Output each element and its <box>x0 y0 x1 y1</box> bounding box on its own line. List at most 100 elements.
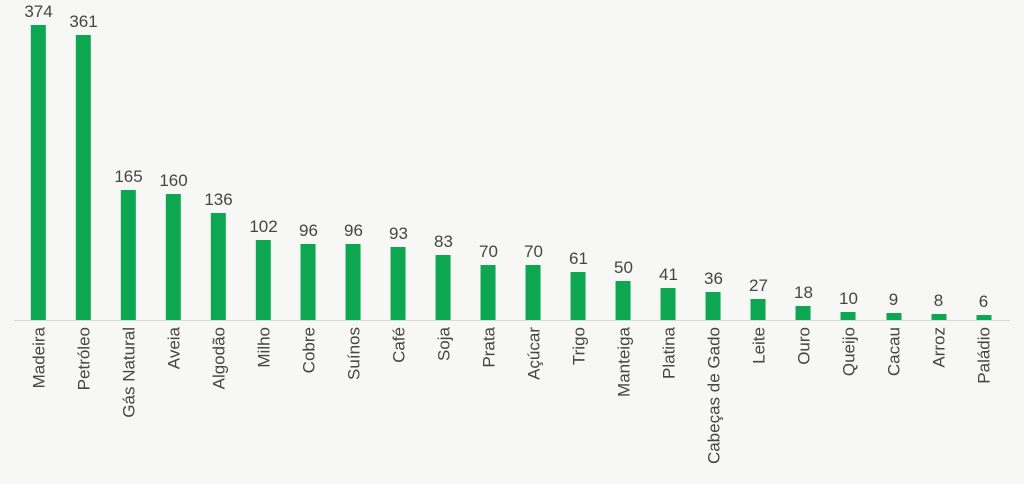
bar-stack: 36 <box>704 270 723 320</box>
bar-value-label: 6 <box>978 292 989 312</box>
bar-value-label: 10 <box>839 289 858 309</box>
bar-column: 361 Petróleo <box>61 0 106 484</box>
bar-value-label: 18 <box>794 283 813 303</box>
bar-column: 374 Madeira <box>16 0 61 484</box>
bar <box>256 240 271 320</box>
bar-value-label: 9 <box>888 290 899 310</box>
category-label: Prata <box>479 327 498 368</box>
category-label: Petróleo <box>74 327 93 391</box>
category-label: Açúcar <box>524 327 543 380</box>
bar-column: 96 Suínos <box>331 0 376 484</box>
bar-column: 36 Cabeças de Gado <box>691 0 736 484</box>
bar-column: 61 Trigo <box>556 0 601 484</box>
category-label: Algodão <box>209 327 228 390</box>
bar-value-label: 136 <box>204 190 233 210</box>
bar <box>976 315 991 320</box>
bar-value-label: 27 <box>749 276 768 296</box>
bar-stack: 70 <box>479 243 498 320</box>
x-axis-line <box>14 320 1010 321</box>
bar-value-label: 93 <box>389 224 408 244</box>
bar-stack: 96 <box>299 222 318 320</box>
category-label: Cobre <box>299 327 318 374</box>
bar <box>840 312 856 320</box>
bar-stack: 374 <box>24 3 53 320</box>
bar <box>615 281 631 320</box>
bar-value-label: 8 <box>933 291 944 311</box>
bar-column: 41 Platina <box>646 0 691 484</box>
category-label: Madeira <box>29 327 48 389</box>
bar <box>795 306 811 320</box>
bar-value-label: 41 <box>659 265 678 285</box>
bar-column: 70 Prata <box>466 0 511 484</box>
category-label: Suínos <box>344 327 363 380</box>
bar-column: 70 Açúcar <box>511 0 556 484</box>
bar <box>31 25 46 320</box>
category-label: Cacau <box>884 327 903 377</box>
bar-column: 50 Manteiga <box>601 0 646 484</box>
category-label: Platina <box>659 327 678 379</box>
bar-column: 93 Café <box>376 0 421 484</box>
category-label: Aveia <box>164 327 183 370</box>
bar-stack: 361 <box>69 12 98 320</box>
category-label: Queijo <box>839 327 858 377</box>
category-label: Gás Natural <box>119 327 138 418</box>
category-label: Milho <box>254 327 273 368</box>
bar-column: 18 Ouro <box>781 0 826 484</box>
bar-stack: 61 <box>569 250 588 320</box>
bar <box>886 313 901 320</box>
bar <box>166 194 181 320</box>
bar-column: 10 Queijo <box>826 0 871 484</box>
bar-stack: 27 <box>749 277 768 320</box>
bar <box>480 265 496 320</box>
bar-value-label: 83 <box>434 232 453 252</box>
bar-stack: 70 <box>524 243 543 320</box>
bar-stack: 8 <box>931 292 946 320</box>
bar-value-label: 160 <box>159 171 188 191</box>
bar-value-label: 70 <box>524 242 543 262</box>
category-label: Soja <box>434 327 453 362</box>
bar-value-label: 61 <box>569 249 588 269</box>
bar-stack: 50 <box>614 259 633 320</box>
category-label: Trigo <box>569 327 588 366</box>
bar-stack: 6 <box>976 293 991 320</box>
bar <box>76 35 91 320</box>
bar-value-label: 36 <box>704 269 723 289</box>
bar-column: 6 Paládio <box>961 0 1006 484</box>
bar <box>931 314 946 320</box>
bar <box>750 299 766 320</box>
bar-columns: 374 Madeira 361 Petróleo 165 Gás Natural 160 Av… <box>16 0 1006 484</box>
bar-stack: 96 <box>344 222 363 320</box>
bar <box>525 265 541 320</box>
bar-value-label: 361 <box>69 12 98 32</box>
bar-stack: 160 <box>159 171 188 320</box>
bar-value-label: 96 <box>299 221 318 241</box>
bar <box>211 213 226 320</box>
bar-column: 27 Leite <box>736 0 781 484</box>
bar <box>345 244 361 320</box>
bar <box>121 190 136 320</box>
bar-value-label: 50 <box>614 258 633 278</box>
bar <box>390 247 406 320</box>
category-label: Paládio <box>974 327 993 384</box>
category-label: Cabeças de Gado <box>704 327 723 465</box>
bar <box>660 288 676 320</box>
bar-stack: 18 <box>794 284 813 320</box>
category-label: Arroz <box>929 327 948 368</box>
bar <box>705 292 721 320</box>
bar-column: 102 Milho <box>241 0 286 484</box>
bar-column: 136 Algodão <box>196 0 241 484</box>
bar-stack: 136 <box>204 190 233 320</box>
category-label: Café <box>389 327 408 363</box>
category-label: Manteiga <box>614 327 633 397</box>
bar-column: 96 Cobre <box>286 0 331 484</box>
category-label: Leite <box>749 327 768 364</box>
bar-stack: 93 <box>389 225 408 320</box>
bar-stack: 41 <box>659 266 678 320</box>
bar-stack: 165 <box>114 168 143 320</box>
bar-column: 8 Arroz <box>916 0 961 484</box>
bar-value-label: 70 <box>479 242 498 262</box>
bar <box>435 255 451 320</box>
bar-column: 160 Aveia <box>151 0 196 484</box>
bar <box>300 244 316 320</box>
